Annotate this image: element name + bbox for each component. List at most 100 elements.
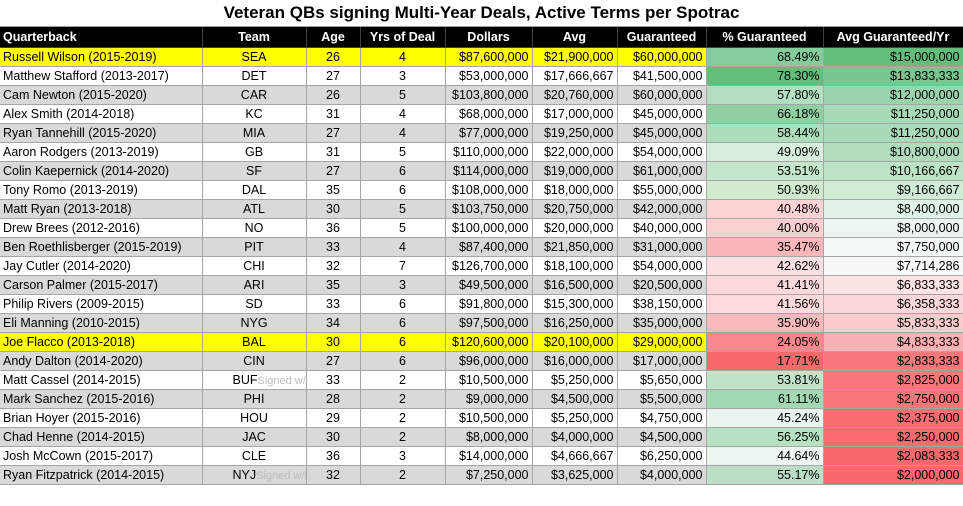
cell-avg-guaranteed-yr[interactable]: $2,250,000 <box>823 427 963 447</box>
cell-team[interactable]: SF <box>202 161 307 181</box>
cell-age[interactable]: 28 <box>306 389 361 409</box>
cell-yrs-of-deal[interactable]: 6 <box>360 332 446 352</box>
header-quarterback[interactable]: Quarterback <box>0 27 203 48</box>
cell-pct-guaranteed[interactable]: 45.24% <box>706 408 824 428</box>
cell-quarterback[interactable]: Jay Cutler (2014-2020) <box>0 256 203 276</box>
cell-avg[interactable]: $21,850,000 <box>532 237 618 257</box>
cell-avg[interactable]: $3,625,000 <box>532 465 618 485</box>
cell-quarterback[interactable]: Eli Manning (2010-2015) <box>0 313 203 333</box>
cell-quarterback[interactable]: Drew Brees (2012-2016) <box>0 218 203 238</box>
cell-yrs-of-deal[interactable]: 2 <box>360 389 446 409</box>
cell-dollars[interactable]: $108,000,000 <box>445 180 533 200</box>
cell-quarterback[interactable]: Josh McCown (2015-2017) <box>0 446 203 466</box>
cell-yrs-of-deal[interactable]: 3 <box>360 66 446 86</box>
cell-dollars[interactable]: $49,500,000 <box>445 275 533 295</box>
cell-pct-guaranteed[interactable]: 40.48% <box>706 199 824 219</box>
cell-age[interactable]: 32 <box>306 256 361 276</box>
cell-pct-guaranteed[interactable]: 35.90% <box>706 313 824 333</box>
cell-yrs-of-deal[interactable]: 2 <box>360 465 446 485</box>
cell-pct-guaranteed[interactable]: 50.93% <box>706 180 824 200</box>
cell-quarterback[interactable]: Andy Dalton (2014-2020) <box>0 351 203 371</box>
cell-yrs-of-deal[interactable]: 4 <box>360 237 446 257</box>
cell-pct-guaranteed[interactable]: 41.56% <box>706 294 824 314</box>
cell-team[interactable]: MIA <box>202 123 307 143</box>
cell-age[interactable]: 31 <box>306 142 361 162</box>
cell-quarterback[interactable]: Matt Cassel (2014-2015) <box>0 370 203 390</box>
cell-quarterback[interactable]: Aaron Rodgers (2013-2019) <box>0 142 203 162</box>
cell-team[interactable]: SEA <box>202 47 307 67</box>
cell-pct-guaranteed[interactable]: 57.80% <box>706 85 824 105</box>
cell-guaranteed[interactable]: $5,500,000 <box>617 389 707 409</box>
cell-avg[interactable]: $20,000,000 <box>532 218 618 238</box>
cell-avg-guaranteed-yr[interactable]: $10,166,667 <box>823 161 963 181</box>
cell-avg-guaranteed-yr[interactable]: $11,250,000 <box>823 123 963 143</box>
cell-avg-guaranteed-yr[interactable]: $2,825,000 <box>823 370 963 390</box>
cell-age[interactable]: 33 <box>306 370 361 390</box>
cell-yrs-of-deal[interactable]: 2 <box>360 370 446 390</box>
cell-dollars[interactable]: $103,800,000 <box>445 85 533 105</box>
cell-team[interactable]: ATL <box>202 199 307 219</box>
cell-guaranteed[interactable]: $45,000,000 <box>617 104 707 124</box>
cell-age[interactable]: 34 <box>306 313 361 333</box>
cell-guaranteed[interactable]: $61,000,000 <box>617 161 707 181</box>
cell-pct-guaranteed[interactable]: 40.00% <box>706 218 824 238</box>
cell-guaranteed[interactable]: $4,000,000 <box>617 465 707 485</box>
cell-dollars[interactable]: $110,000,000 <box>445 142 533 162</box>
cell-dollars[interactable]: $53,000,000 <box>445 66 533 86</box>
cell-avg-guaranteed-yr[interactable]: $7,714,286 <box>823 256 963 276</box>
cell-avg[interactable]: $5,250,000 <box>532 370 618 390</box>
cell-yrs-of-deal[interactable]: 6 <box>360 351 446 371</box>
cell-team[interactable]: NYG <box>202 313 307 333</box>
cell-quarterback[interactable]: Colin Kaepernick (2014-2020) <box>0 161 203 181</box>
cell-guaranteed[interactable]: $5,650,000 <box>617 370 707 390</box>
cell-age[interactable]: 27 <box>306 66 361 86</box>
cell-pct-guaranteed[interactable]: 66.18% <box>706 104 824 124</box>
cell-quarterback[interactable]: Joe Flacco (2013-2018) <box>0 332 203 352</box>
cell-quarterback[interactable]: Chad Henne (2014-2015) <box>0 427 203 447</box>
cell-avg-guaranteed-yr[interactable]: $6,358,333 <box>823 294 963 314</box>
cell-pct-guaranteed[interactable]: 35.47% <box>706 237 824 257</box>
cell-avg[interactable]: $16,250,000 <box>532 313 618 333</box>
cell-guaranteed[interactable]: $6,250,000 <box>617 446 707 466</box>
cell-team[interactable]: BUFSigned w/MIN <box>202 370 307 390</box>
cell-avg-guaranteed-yr[interactable]: $2,750,000 <box>823 389 963 409</box>
cell-avg[interactable]: $18,100,000 <box>532 256 618 276</box>
cell-pct-guaranteed[interactable]: 42.62% <box>706 256 824 276</box>
cell-pct-guaranteed[interactable]: 17.71% <box>706 351 824 371</box>
cell-team[interactable]: DET <box>202 66 307 86</box>
cell-avg-guaranteed-yr[interactable]: $8,000,000 <box>823 218 963 238</box>
cell-team[interactable]: DAL <box>202 180 307 200</box>
cell-yrs-of-deal[interactable]: 4 <box>360 47 446 67</box>
cell-dollars[interactable]: $87,600,000 <box>445 47 533 67</box>
cell-guaranteed[interactable]: $60,000,000 <box>617 47 707 67</box>
cell-age[interactable]: 27 <box>306 161 361 181</box>
cell-dollars[interactable]: $96,000,000 <box>445 351 533 371</box>
cell-quarterback[interactable]: Mark Sanchez (2015-2016) <box>0 389 203 409</box>
cell-avg-guaranteed-yr[interactable]: $11,250,000 <box>823 104 963 124</box>
cell-pct-guaranteed[interactable]: 49.09% <box>706 142 824 162</box>
cell-dollars[interactable]: $114,000,000 <box>445 161 533 181</box>
cell-avg[interactable]: $20,750,000 <box>532 199 618 219</box>
cell-pct-guaranteed[interactable]: 53.81% <box>706 370 824 390</box>
cell-dollars[interactable]: $10,500,000 <box>445 408 533 428</box>
cell-age[interactable]: 29 <box>306 408 361 428</box>
cell-team[interactable]: PHI <box>202 389 307 409</box>
cell-avg[interactable]: $19,250,000 <box>532 123 618 143</box>
cell-avg[interactable]: $20,100,000 <box>532 332 618 352</box>
cell-pct-guaranteed[interactable]: 58.44% <box>706 123 824 143</box>
cell-quarterback[interactable]: Russell Wilson (2015-2019) <box>0 47 203 67</box>
cell-yrs-of-deal[interactable]: 6 <box>360 294 446 314</box>
cell-guaranteed[interactable]: $40,000,000 <box>617 218 707 238</box>
cell-yrs-of-deal[interactable]: 3 <box>360 446 446 466</box>
cell-guaranteed[interactable]: $38,150,000 <box>617 294 707 314</box>
cell-age[interactable]: 27 <box>306 351 361 371</box>
cell-avg[interactable]: $20,760,000 <box>532 85 618 105</box>
cell-pct-guaranteed[interactable]: 55.17% <box>706 465 824 485</box>
cell-dollars[interactable]: $9,000,000 <box>445 389 533 409</box>
cell-guaranteed[interactable]: $31,000,000 <box>617 237 707 257</box>
cell-quarterback[interactable]: Alex Smith (2014-2018) <box>0 104 203 124</box>
cell-yrs-of-deal[interactable]: 2 <box>360 408 446 428</box>
cell-dollars[interactable]: $14,000,000 <box>445 446 533 466</box>
cell-quarterback[interactable]: Matt Ryan (2013-2018) <box>0 199 203 219</box>
cell-avg[interactable]: $16,500,000 <box>532 275 618 295</box>
